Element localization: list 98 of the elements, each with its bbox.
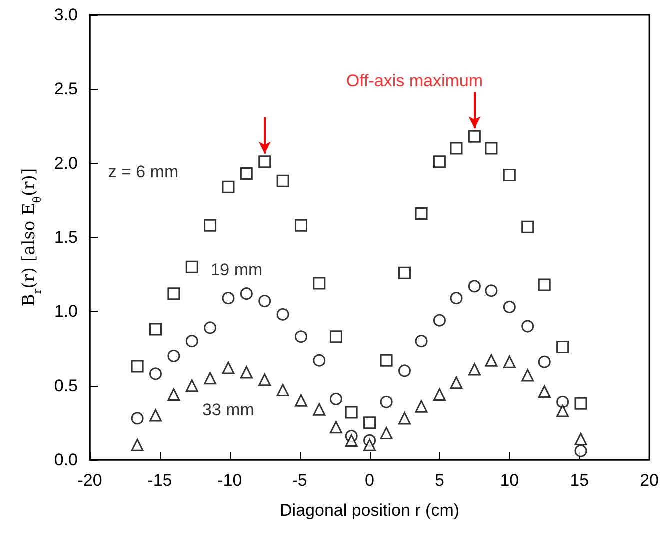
y-tick-label: 2.5 (54, 80, 78, 99)
x-tick-label: -5 (292, 471, 308, 490)
point (415, 400, 428, 413)
point (468, 280, 481, 293)
x-tick-label: -10 (218, 471, 242, 490)
y-tick-label: 3.0 (54, 6, 78, 24)
point (168, 288, 180, 300)
x-tick-label: 5 (434, 471, 444, 490)
point (186, 335, 198, 348)
series-label: 19 mm (210, 260, 263, 280)
point (398, 364, 411, 378)
point (149, 323, 162, 336)
point (168, 350, 180, 362)
point (556, 341, 570, 354)
point (330, 421, 342, 434)
point (380, 396, 393, 408)
point (538, 356, 551, 368)
x-axis-title: Diagonal position r (cm) (280, 501, 460, 520)
point (556, 404, 570, 418)
point (313, 354, 326, 367)
point (415, 208, 428, 220)
point (433, 388, 446, 401)
point (468, 363, 481, 376)
point (150, 368, 162, 380)
point (522, 220, 534, 234)
point (503, 168, 516, 182)
point (450, 292, 463, 305)
point (276, 308, 290, 321)
x-tick-label: 10 (500, 471, 520, 490)
point (450, 376, 463, 390)
point (345, 406, 358, 419)
point (398, 266, 411, 280)
point (131, 412, 144, 425)
point (485, 354, 498, 367)
point (258, 374, 272, 386)
point (380, 354, 393, 367)
x-tick-label: 0 (365, 471, 375, 490)
point (222, 180, 235, 194)
point (574, 397, 588, 410)
point (204, 219, 217, 232)
y-tick-label: 0.5 (54, 376, 78, 396)
series-label: 33 mm (202, 400, 254, 420)
text: z = 6 mm (108, 162, 179, 182)
point (186, 260, 198, 274)
x-tick-label: -20 (78, 471, 102, 490)
point (380, 427, 393, 440)
point (485, 284, 498, 298)
point (364, 416, 376, 430)
point (345, 434, 358, 447)
annotation: Off-axis maximum (346, 72, 484, 91)
point (398, 412, 411, 425)
point (450, 142, 463, 155)
point (204, 372, 217, 385)
point (222, 292, 235, 305)
x-tick-label: -15 (148, 471, 172, 490)
point (433, 156, 446, 168)
y-axis-title: Br(r) [also Eθ(r)] (20, 168, 44, 307)
point (538, 386, 551, 398)
point (276, 384, 290, 397)
point (131, 438, 144, 452)
point (258, 295, 272, 308)
point (240, 366, 253, 379)
y-tick-label: 2.0 (54, 154, 78, 173)
point (415, 335, 428, 348)
point (503, 356, 516, 368)
point (574, 444, 588, 458)
point (313, 403, 326, 416)
point (433, 314, 446, 327)
point (522, 320, 534, 333)
point (131, 360, 144, 373)
point (294, 330, 308, 344)
point (294, 394, 308, 407)
point (149, 409, 162, 422)
y-tick-label: 1.0 (54, 302, 78, 322)
point (574, 432, 588, 446)
point (204, 322, 217, 334)
point (485, 142, 498, 155)
point (538, 278, 551, 292)
point (294, 219, 308, 232)
point (186, 380, 198, 392)
point (276, 174, 290, 188)
x-tick-label: 15 (570, 471, 590, 490)
point (556, 396, 570, 408)
y-tick-label: 1.5 (54, 228, 78, 247)
point (330, 330, 342, 344)
point (313, 277, 326, 290)
point (503, 300, 516, 314)
point (364, 438, 376, 452)
point (258, 156, 272, 168)
point (468, 130, 481, 143)
point (522, 369, 534, 382)
x-tick-label: 20 (640, 471, 660, 490)
point (222, 362, 235, 374)
point (330, 392, 342, 406)
point (168, 388, 180, 401)
point (240, 167, 253, 180)
y-tick-label: 0.0 (54, 450, 78, 470)
point (240, 288, 253, 300)
